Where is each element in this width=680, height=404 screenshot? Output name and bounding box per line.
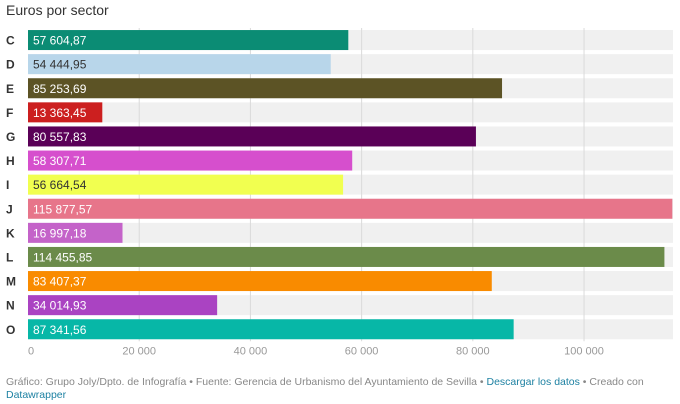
bar <box>28 78 503 99</box>
value-label: 16 997,18 <box>33 226 87 240</box>
x-tick-label: 40 000 <box>234 345 268 357</box>
bar <box>28 102 103 123</box>
value-label: 87 341,56 <box>33 323 87 337</box>
footer-created-with: • Creado con <box>579 376 644 388</box>
bar <box>28 271 492 292</box>
bar <box>28 198 673 219</box>
x-tick-label: 20 000 <box>122 345 156 357</box>
row-background <box>28 102 673 123</box>
bar <box>28 126 476 147</box>
bar <box>28 174 344 195</box>
row-background <box>28 222 673 243</box>
category-label: I <box>6 178 9 192</box>
value-label: 85 253,69 <box>33 82 87 96</box>
download-data-link[interactable]: Descargar los datos <box>486 376 580 388</box>
category-label: K <box>6 226 15 240</box>
bar <box>28 150 353 171</box>
x-tick-label: 100 000 <box>564 345 604 357</box>
value-label: 58 307,71 <box>33 154 87 168</box>
footer-credits: Gráfico: Grupo Joly/Dpto. de Infografía … <box>6 376 487 388</box>
category-label: H <box>6 154 15 168</box>
category-label: F <box>6 106 13 120</box>
category-label: D <box>6 58 15 72</box>
datawrapper-link[interactable]: Datawrapper <box>6 389 67 401</box>
chart-title: Euros por sector <box>6 2 109 18</box>
value-label: 34 014,93 <box>33 299 87 313</box>
value-label: 54 444,95 <box>33 58 87 72</box>
value-labels: 57 604,87 54 444,95 85 253,69 13 363,45 80 5… <box>33 34 92 337</box>
bar <box>28 30 349 51</box>
x-axis-ticks: 0 20 000 40 000 60 000 80 000 100 000 <box>28 345 604 357</box>
value-label: 80 557,83 <box>33 130 87 144</box>
bar <box>28 295 218 316</box>
category-label: C <box>6 34 15 48</box>
bar <box>28 222 123 243</box>
value-label: 114 455,85 <box>33 250 92 264</box>
bar <box>28 319 514 340</box>
category-label: J <box>6 202 13 216</box>
chart-footer: Gráfico: Grupo Joly/Dpto. de Infografía … <box>6 376 674 402</box>
bar <box>28 246 665 267</box>
category-label: E <box>6 82 14 96</box>
value-label: 83 407,37 <box>33 275 87 289</box>
category-label: N <box>6 299 15 313</box>
category-label: M <box>6 275 16 289</box>
category-label: O <box>6 323 15 337</box>
x-tick-label: 60 000 <box>345 345 379 357</box>
value-label: 115 877,57 <box>33 202 92 216</box>
value-label: 57 604,87 <box>33 34 87 48</box>
x-tick-label: 80 000 <box>456 345 490 357</box>
x-tick-label: 0 <box>28 345 34 357</box>
bars <box>28 30 673 340</box>
category-label: L <box>6 250 13 264</box>
category-label: G <box>6 130 15 144</box>
bar <box>28 54 331 75</box>
value-label: 13 363,45 <box>33 106 87 120</box>
value-label: 56 664,54 <box>33 178 87 192</box>
